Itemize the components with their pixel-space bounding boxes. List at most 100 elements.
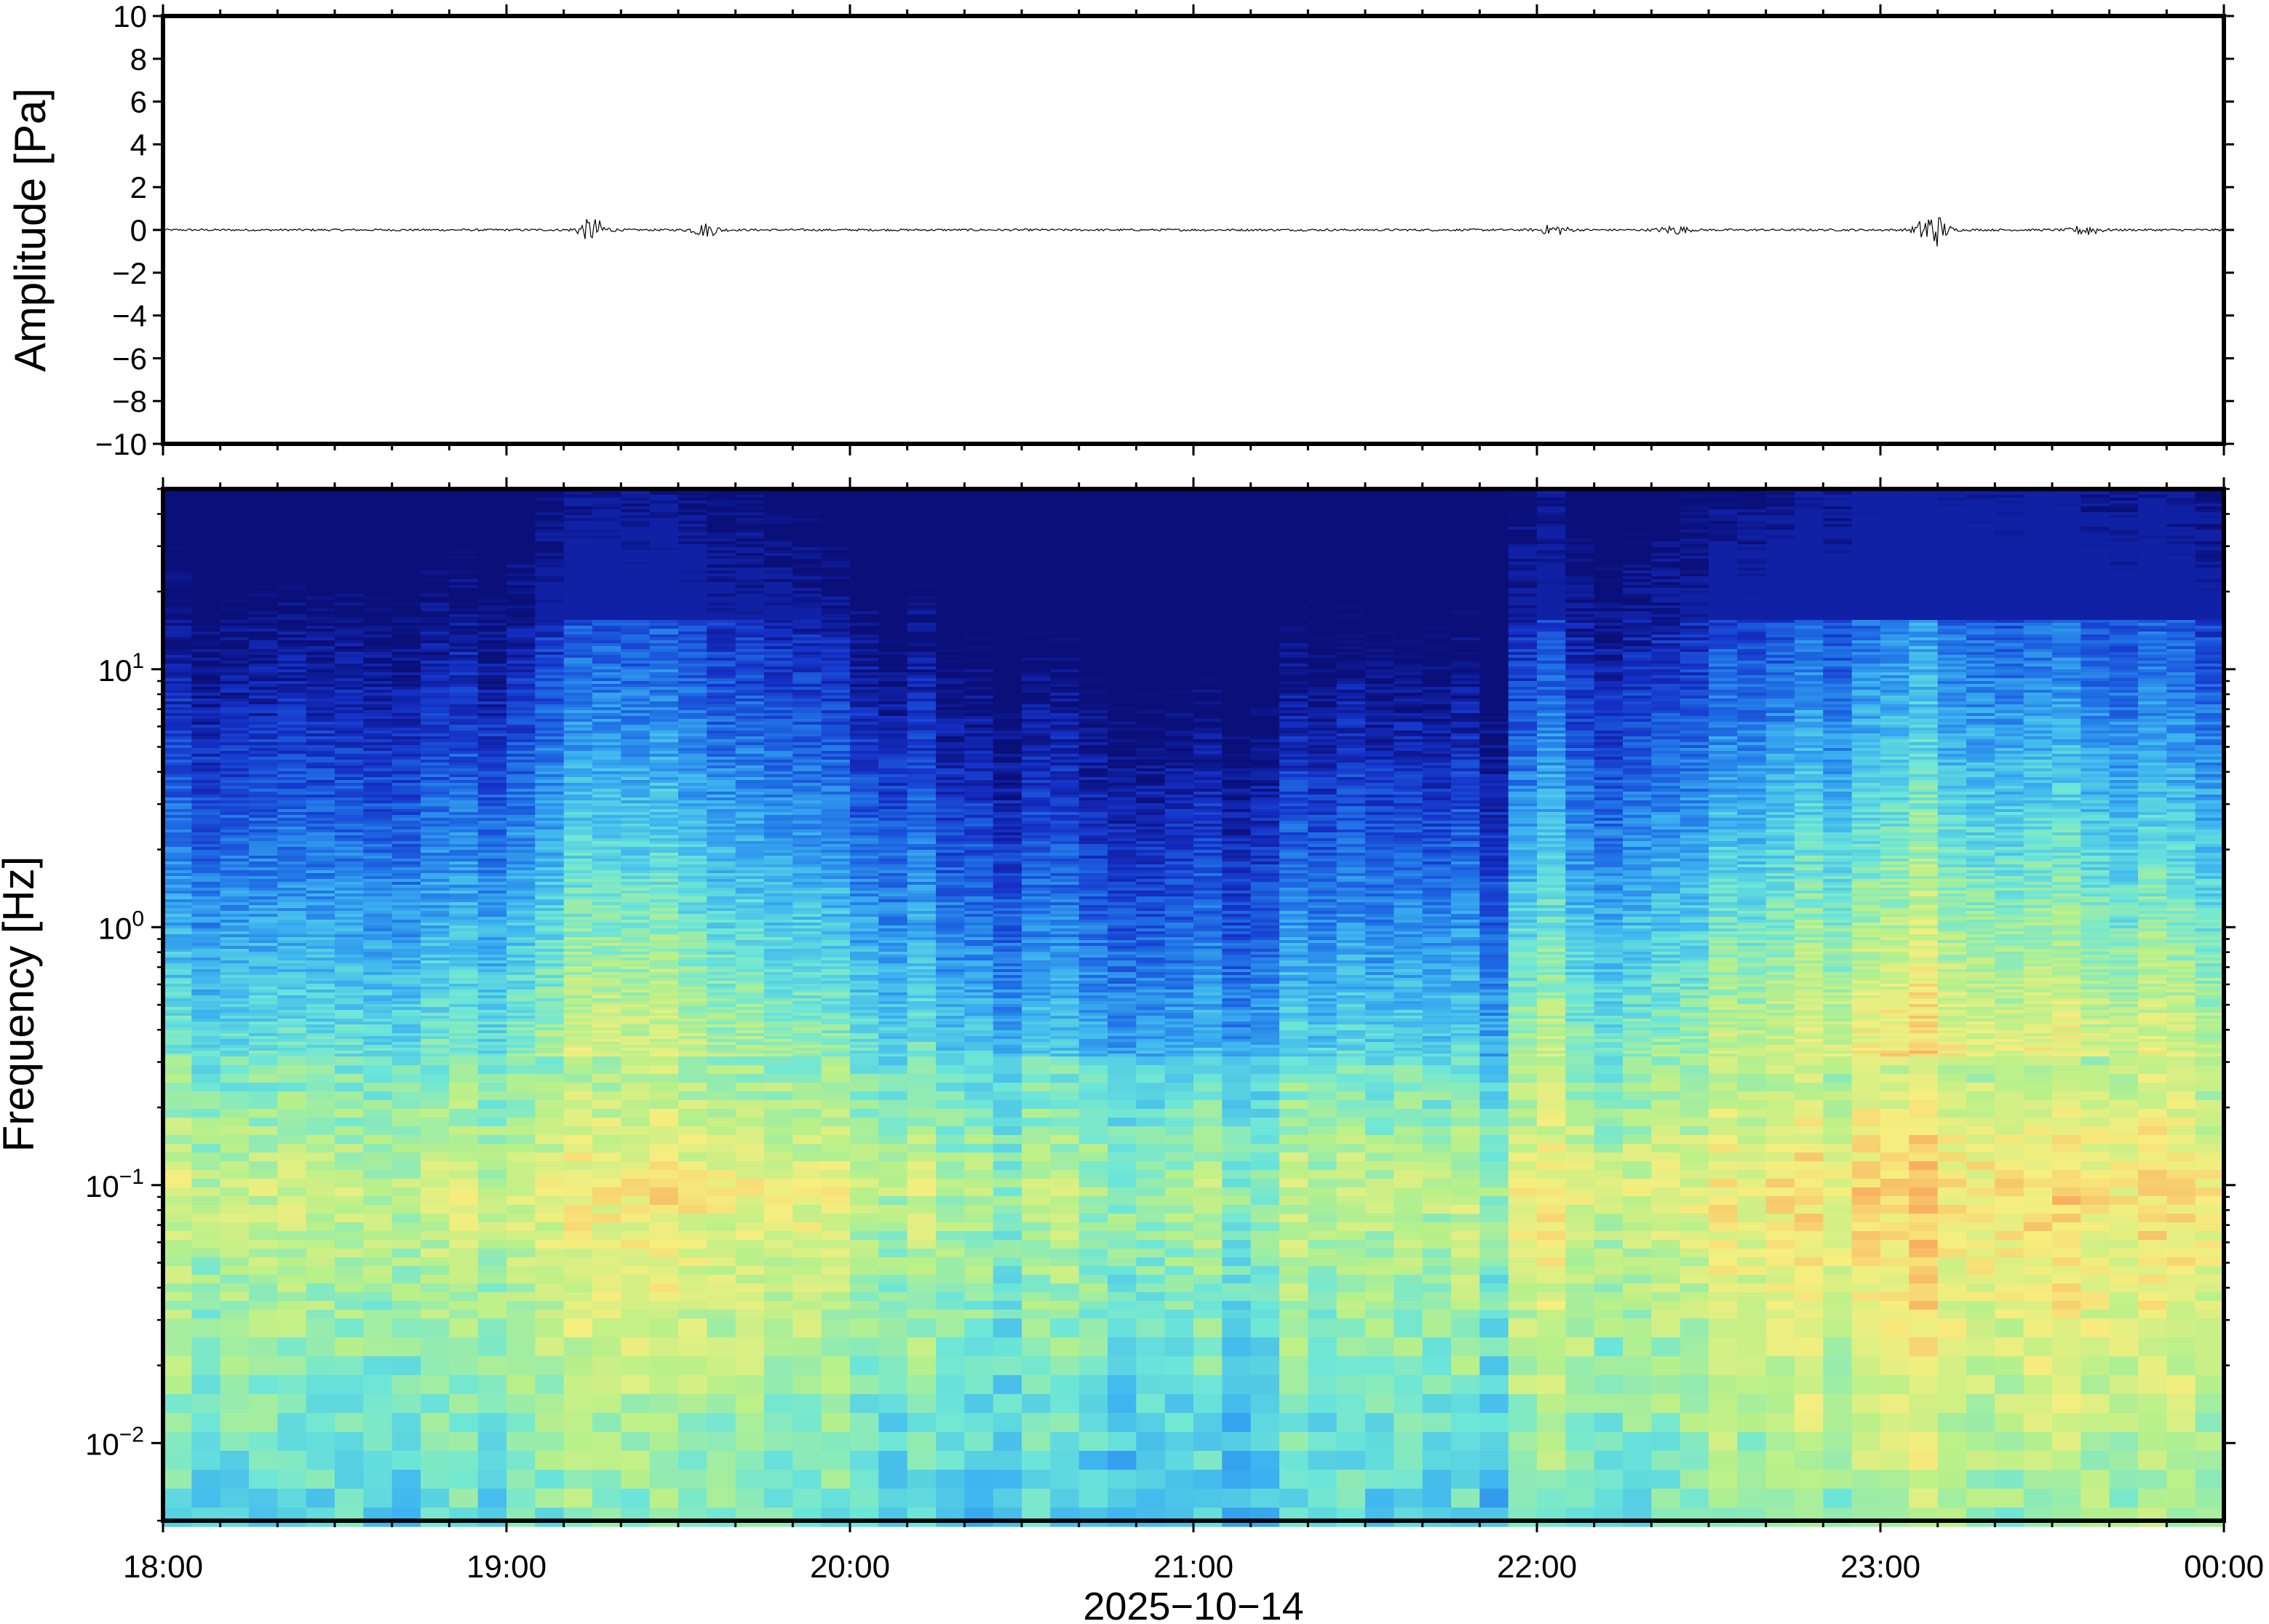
spectrogram-cell <box>306 774 335 778</box>
spectrogram-cell <box>392 693 421 696</box>
spectrogram-cell <box>477 797 507 801</box>
spectrogram-cell <box>335 978 364 982</box>
spectrogram-cell <box>421 867 450 871</box>
spectrogram-cell <box>477 1065 507 1075</box>
spectrogram-cell <box>477 675 507 679</box>
spectrogram-cell <box>506 492 536 495</box>
spectrogram-cell <box>563 768 593 772</box>
spectrogram-cell <box>392 832 421 836</box>
spectrogram-cell <box>506 614 536 618</box>
spectrogram-cell <box>477 1039 507 1043</box>
spectrogram-cell <box>506 536 536 539</box>
spectrogram-cell <box>163 774 192 778</box>
spectrogram-cell <box>707 640 736 644</box>
spectrogram-cell <box>249 966 278 970</box>
spectrogram-cell <box>621 885 651 888</box>
spectrogram-cell <box>249 515 278 519</box>
spectrogram-cell <box>506 687 536 690</box>
spectrogram-cell <box>477 1074 507 1083</box>
spectrogram-cell <box>421 1007 450 1011</box>
spectrogram-cell <box>220 792 250 795</box>
spectrogram-cell <box>649 736 679 740</box>
spectrogram-cell <box>163 1135 192 1145</box>
spectrogram-cell <box>335 879 364 883</box>
spectrogram-cell <box>421 658 450 661</box>
spectrogram-cell <box>249 512 278 516</box>
spectrogram-cell <box>649 530 679 533</box>
spectrogram-cell <box>335 768 364 772</box>
spectrogram-cell <box>649 1394 679 1414</box>
spectrogram-cell <box>477 960 507 964</box>
spectrogram-cell <box>535 1205 565 1214</box>
spectrogram-cell <box>249 861 278 865</box>
spectrogram-cell <box>535 928 565 932</box>
spectrogram-cell <box>477 579 507 583</box>
spectrogram-cell <box>735 751 765 755</box>
spectrogram-cell <box>621 573 651 577</box>
spectrogram-cell <box>592 518 621 522</box>
spectrogram-cell <box>477 911 507 915</box>
spectrogram-cell <box>306 844 335 848</box>
spectrogram-cell <box>477 934 507 938</box>
spectrogram-cell <box>621 661 651 664</box>
spectrogram-cell <box>220 733 250 737</box>
spectrogram-cell <box>592 870 621 874</box>
spectrogram-cell <box>363 806 393 810</box>
spectrogram-cell <box>421 1100 450 1110</box>
spectrogram-cell <box>477 891 507 894</box>
spectrogram-cell <box>392 1135 421 1145</box>
spectrogram-cell <box>363 966 393 970</box>
spectrogram-cell <box>249 1144 278 1153</box>
spectrogram-cell <box>163 975 192 979</box>
spectrogram-cell <box>306 666 335 670</box>
spectrogram-cell <box>392 1013 421 1016</box>
spectrogram-cell <box>220 780 250 784</box>
spectrogram-cell <box>277 879 307 883</box>
spectrogram-cell <box>678 760 707 763</box>
spectrogram-cell <box>535 958 565 961</box>
spectrogram-cell <box>506 623 536 626</box>
spectrogram-cell <box>735 570 765 574</box>
spectrogram-cell <box>563 1179 593 1188</box>
spectrogram-cell <box>249 1240 278 1249</box>
spectrogram-cell <box>421 748 450 752</box>
spectrogram-cell <box>220 1118 250 1127</box>
spectrogram-cell <box>249 1413 278 1433</box>
spectrogram-cell <box>477 987 507 990</box>
spectrogram-cell <box>163 1231 192 1241</box>
spectrogram-cell <box>449 1039 479 1043</box>
spectrogram-cell <box>735 926 765 929</box>
spectrogram-cell <box>306 672 335 676</box>
spectrogram-cell <box>421 841 450 845</box>
spectrogram-cell <box>563 975 593 979</box>
spectrogram-cell <box>163 521 192 525</box>
spectrogram-cell <box>535 789 565 792</box>
spectrogram-cell <box>678 806 707 810</box>
spectrogram-cell <box>335 620 364 624</box>
spectrogram-cell <box>678 713 707 717</box>
spectrogram-cell <box>363 955 393 958</box>
spectrogram-cell <box>535 812 565 816</box>
spectrogram-cell <box>277 850 307 853</box>
spectrogram-cell <box>335 559 364 562</box>
spectrogram-cell <box>707 492 736 495</box>
spectrogram-cell <box>220 987 250 990</box>
spectrogram-cell <box>449 530 479 533</box>
spectrogram-cell <box>506 556 536 560</box>
spectrogram-cell <box>249 768 278 772</box>
spectrogram-cell <box>163 585 192 589</box>
spectrogram-cell <box>335 1283 364 1293</box>
spectrogram-cell <box>220 498 250 501</box>
spectrogram-cell <box>392 987 421 990</box>
spectrogram-cell <box>363 731 393 734</box>
spectrogram-cell <box>277 952 307 955</box>
spectrogram-cell <box>621 602 651 606</box>
spectrogram-cell <box>220 809 250 813</box>
spectrogram-cell <box>449 1019 479 1022</box>
spectrogram-cell <box>363 893 393 897</box>
spectrogram-cell <box>506 611 536 615</box>
spectrogram-cell <box>449 1007 479 1011</box>
spectrogram-cell <box>191 745 221 749</box>
spectrogram-cell <box>592 1283 621 1293</box>
spectrogram-cell <box>621 1283 651 1293</box>
